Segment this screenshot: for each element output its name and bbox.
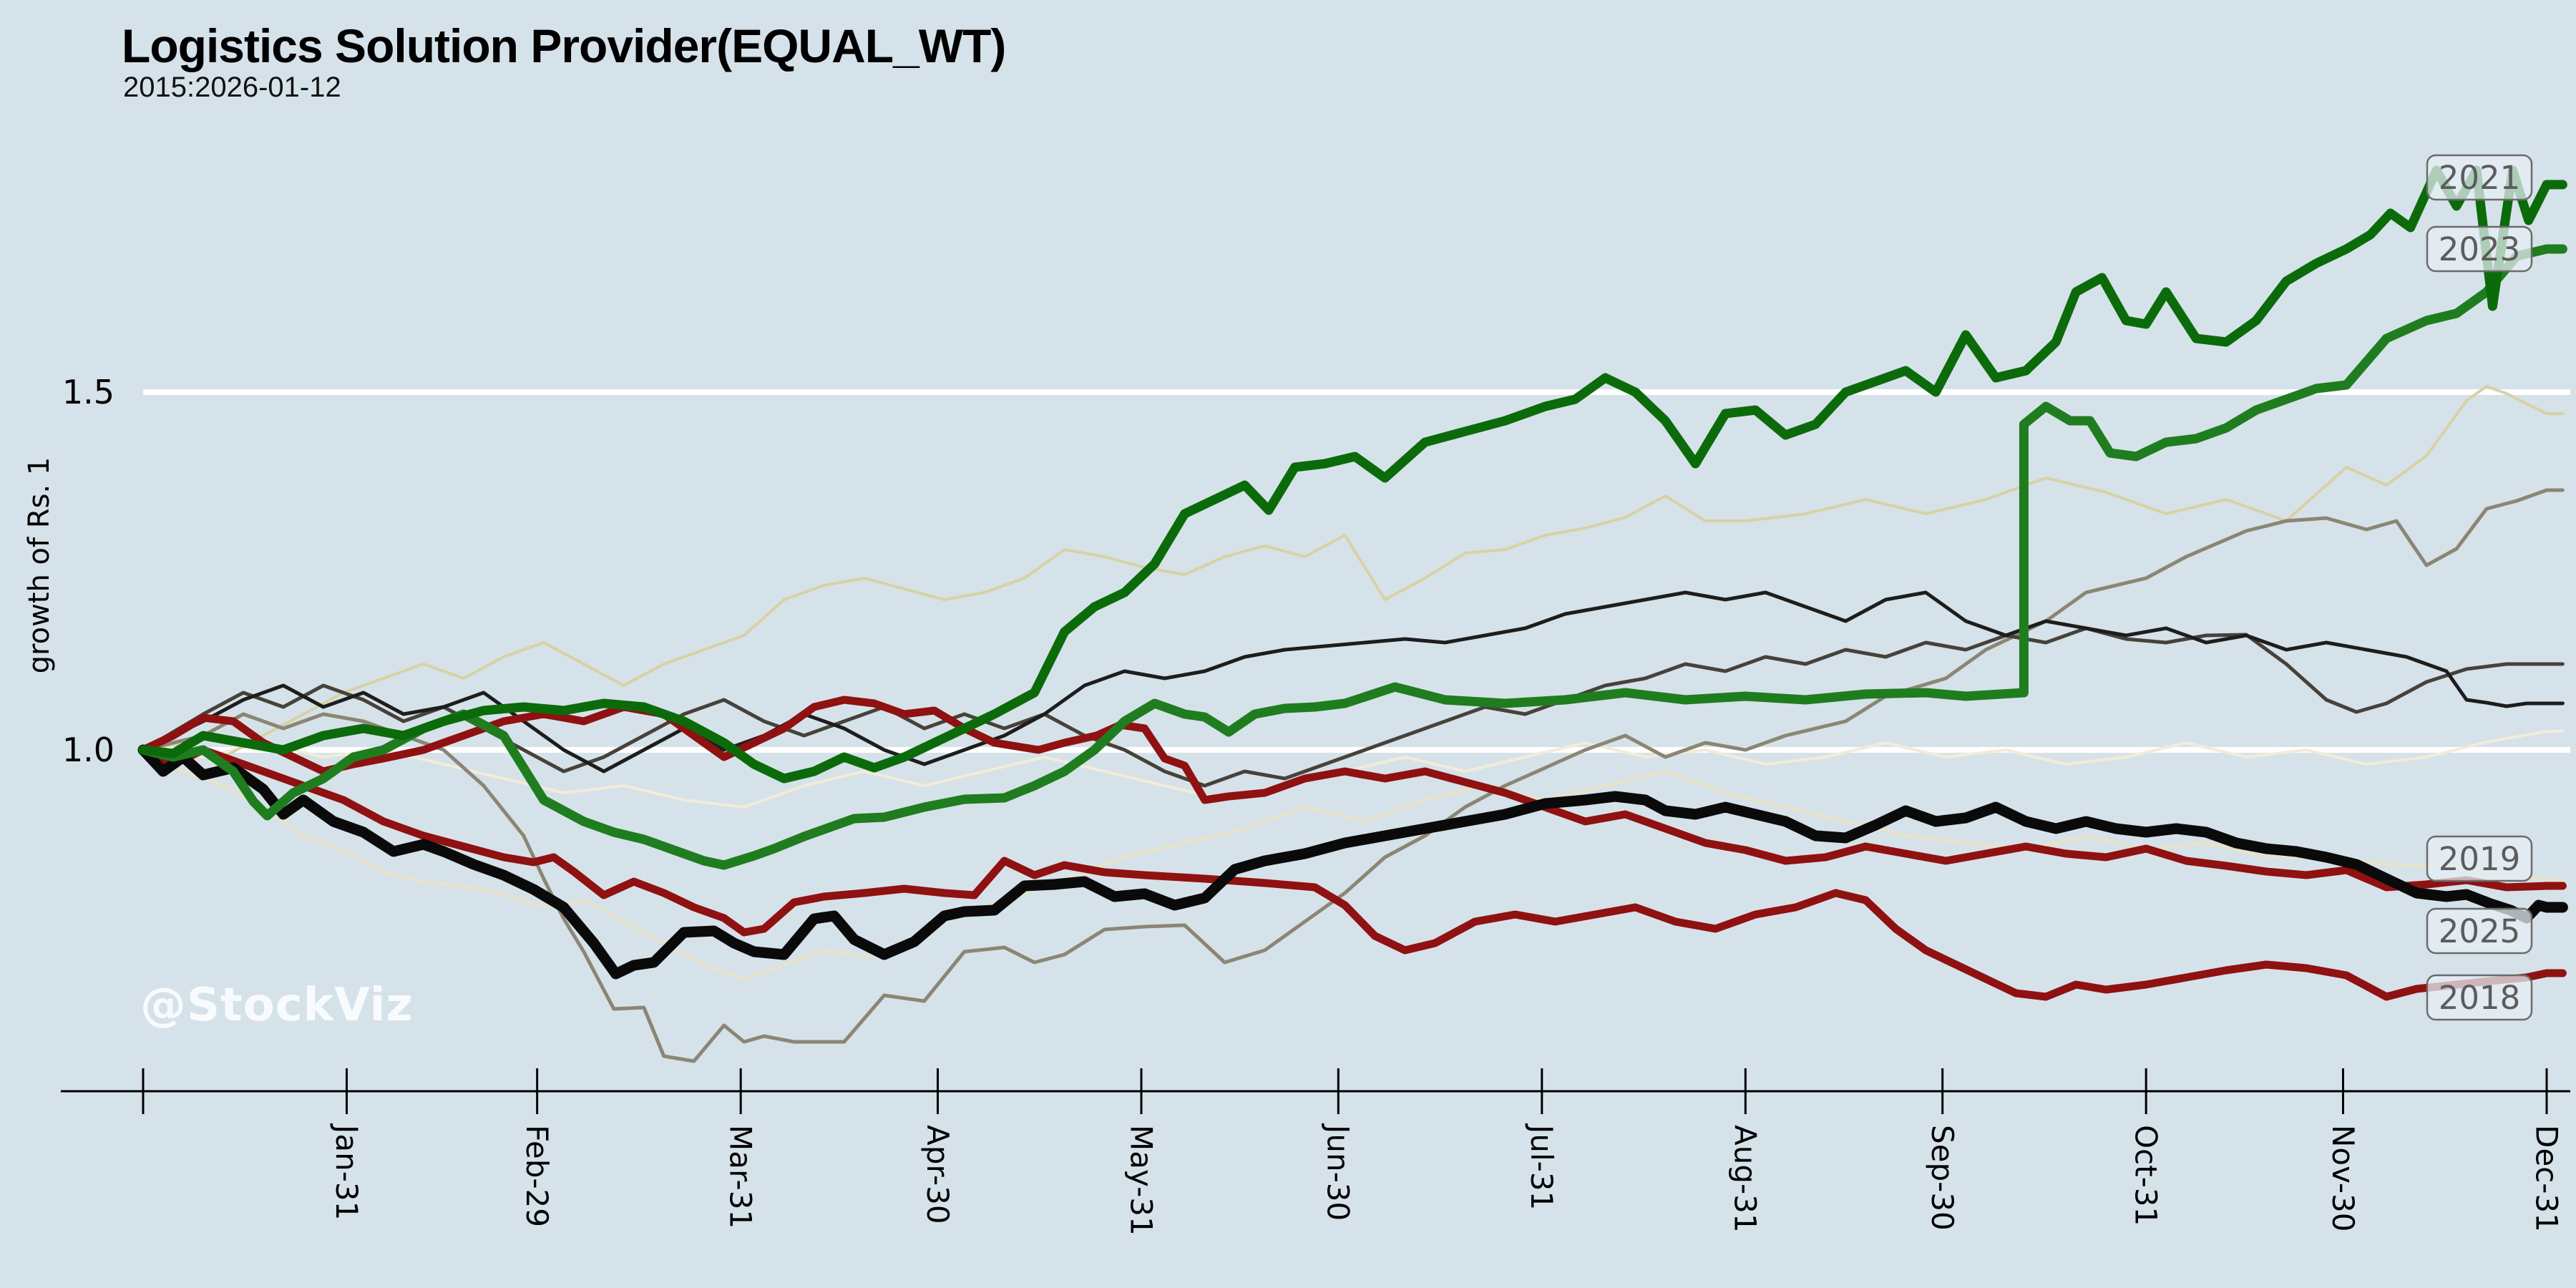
end-label-text-2023: 2023 — [2439, 230, 2521, 268]
page-title: Logistics Solution Provider(EQUAL_WT) — [122, 19, 1006, 72]
stockviz-watermark: @StockViz — [140, 979, 414, 1032]
x-tick-label-Feb-29: Feb-29 — [519, 1125, 555, 1227]
page-subtitle: 2015:2026-01-12 — [123, 72, 341, 103]
series-gray-dark — [141, 626, 2565, 788]
series-pale-2 — [142, 730, 2565, 809]
series-2021 — [138, 165, 2567, 784]
series-thin-black — [141, 590, 2565, 774]
x-tick-label-Oct-31: Oct-31 — [2128, 1125, 2163, 1226]
y-tick-label-1.5: 1.5 — [62, 373, 114, 411]
x-tick-label-Jan-31: Jan-31 — [329, 1123, 364, 1220]
x-tick-label-Dec-31: Dec-31 — [2529, 1125, 2564, 1232]
end-label-box-2019 — [2426, 835, 2533, 882]
end-label-text-2021: 2021 — [2439, 159, 2521, 197]
end-label-box-2023 — [2426, 225, 2533, 273]
series-2018 — [139, 746, 2567, 1001]
series-2025 — [137, 744, 2568, 980]
x-tick-label-Aug-31: Aug-31 — [1728, 1125, 1763, 1233]
x-tick-label-Jul-31: Jul-31 — [1524, 1123, 1559, 1210]
y-tick-label-1.0: 1.0 — [62, 731, 114, 769]
series-khaki — [142, 385, 2565, 758]
end-label-text-2025: 2025 — [2439, 912, 2521, 950]
series-2023 — [138, 244, 2567, 870]
series-2019 — [139, 696, 2567, 892]
x-tick-label-Mar-31: Mar-31 — [723, 1125, 758, 1229]
end-label-box-2021 — [2426, 154, 2533, 201]
x-tick-label-Nov-30: Nov-30 — [2326, 1125, 2361, 1231]
end-label-box-2018 — [2426, 974, 2533, 1021]
x-tick-label-Apr-30: Apr-30 — [920, 1125, 955, 1224]
end-label-text-2019: 2019 — [2439, 840, 2521, 878]
x-tick-label-May-31: May-31 — [1123, 1125, 1158, 1236]
x-tick-label-Jun-30: Jun-30 — [1321, 1123, 1356, 1221]
end-label-text-2018: 2018 — [2439, 979, 2521, 1017]
y-axis-label: growth of Rs. 1 — [23, 457, 56, 674]
x-tick-label-Sep-30: Sep-30 — [1925, 1125, 1960, 1231]
end-label-box-2025 — [2426, 907, 2533, 955]
